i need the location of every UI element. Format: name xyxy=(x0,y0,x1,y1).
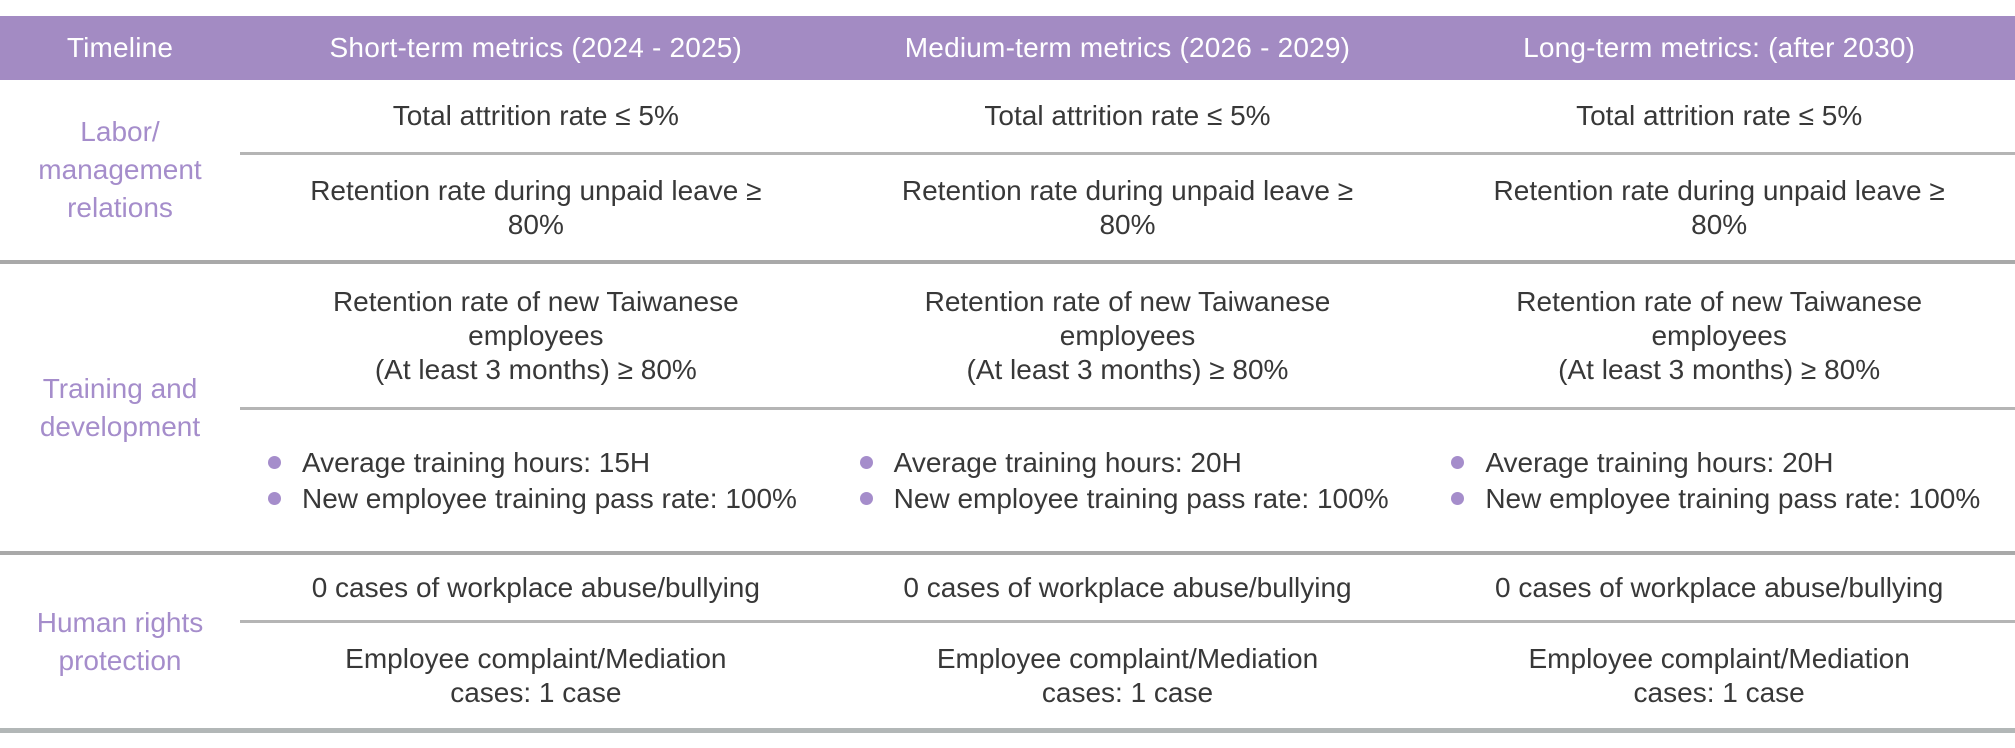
cell-retention-leave-medium: Retention rate during unpaid leave ≥ 80% xyxy=(901,174,1354,240)
cell-retention-new-long: Retention rate of new Taiwanese employee… xyxy=(1423,264,2015,410)
bullet-text: Average training hours: 20H xyxy=(1485,446,1834,478)
bullet-text: Average training hours: 20H xyxy=(893,446,1242,478)
cell-complaint-cases-long: Employee complaint/Mediation cases: 1 ca… xyxy=(1528,642,1910,708)
cell-training-bullets-long: Average training hours: 20H New employee… xyxy=(1423,410,2015,551)
group-label-labor-management: Labor/ management relations xyxy=(38,116,202,223)
bullet-item: New employee training pass rate: 100% xyxy=(854,481,1389,517)
cell-retention-new-medium: Retention rate of new Taiwanese employee… xyxy=(831,264,1424,410)
bullet-dot-icon xyxy=(1451,455,1465,469)
bullet-dot-icon xyxy=(859,491,873,505)
group-label-training-development: Training and development xyxy=(39,372,201,442)
header-medium-term: Medium-term metrics (2026 - 2029) xyxy=(904,32,1351,63)
bullet-list: Average training hours: 15H New employee… xyxy=(262,445,797,517)
header-timeline: Timeline xyxy=(66,32,174,63)
row-group-labor-management: Labor/ management relations Total attrit… xyxy=(0,80,2015,260)
metrics-table: Timeline Short-term metrics (2024 - 2025… xyxy=(0,16,2015,733)
table-bottom-border xyxy=(0,728,2015,733)
bullet-dot-icon xyxy=(859,455,873,469)
cell-training-bullets-medium: Average training hours: 20H New employee… xyxy=(832,410,1424,551)
bullet-text: New employee training pass rate: 100% xyxy=(893,482,1389,514)
bullet-text: Average training hours: 15H xyxy=(302,446,651,478)
cell-abuse-cases-short: 0 cases of workplace abuse/bullying xyxy=(240,555,832,623)
bullet-item: New employee training pass rate: 100% xyxy=(1445,481,1980,517)
bullet-item: Average training hours: 20H xyxy=(1445,445,1980,481)
bullet-text: New employee training pass rate: 100% xyxy=(1485,482,1981,514)
cell-attrition-short: Total attrition rate ≤ 5% xyxy=(240,80,832,155)
bullet-dot-icon xyxy=(1451,491,1465,505)
cell-training-bullets-short: Average training hours: 15H New employee… xyxy=(240,410,832,551)
cell-abuse-cases-medium: 0 cases of workplace abuse/bullying xyxy=(831,555,1424,623)
header-long-term: Long-term metrics: (after 2030) xyxy=(1523,32,1916,63)
cell-retention-leave-short: Retention rate during unpaid leave ≥ 80% xyxy=(310,174,762,240)
bullet-text: New employee training pass rate: 100% xyxy=(302,482,797,514)
bullet-dot-icon xyxy=(268,491,281,505)
header-short-term: Short-term metrics (2024 - 2025) xyxy=(329,32,743,63)
bullet-list: Average training hours: 20H New employee… xyxy=(854,445,1389,517)
cell-complaint-cases-short: Employee complaint/Mediation cases: 1 ca… xyxy=(345,642,727,708)
cell-retention-leave-long: Retention rate during unpaid leave ≥ 80% xyxy=(1493,174,1945,240)
bullet-list: Average training hours: 20H New employee… xyxy=(1445,445,1980,517)
cell-attrition-long: Total attrition rate ≤ 5% xyxy=(1423,80,2015,155)
bullet-dot-icon xyxy=(268,455,281,469)
bullet-item: Average training hours: 20H xyxy=(854,445,1389,481)
table-header-row: Timeline Short-term metrics (2024 - 2025… xyxy=(0,16,2015,80)
cell-retention-new-short: Retention rate of new Taiwanese employee… xyxy=(240,264,832,410)
row-group-training-development: Training and development Retention rate … xyxy=(0,260,2015,551)
cell-abuse-cases-long: 0 cases of workplace abuse/bullying xyxy=(1423,555,2015,623)
cell-complaint-cases-medium: Employee complaint/Mediation cases: 1 ca… xyxy=(936,642,1319,708)
cell-attrition-medium: Total attrition rate ≤ 5% xyxy=(831,80,1424,155)
row-group-human-rights: Human rights protection 0 cases of workp… xyxy=(0,551,2015,728)
bullet-item: Average training hours: 15H xyxy=(262,445,797,481)
group-label-human-rights: Human rights protection xyxy=(36,606,204,676)
bullet-item: New employee training pass rate: 100% xyxy=(262,481,797,517)
